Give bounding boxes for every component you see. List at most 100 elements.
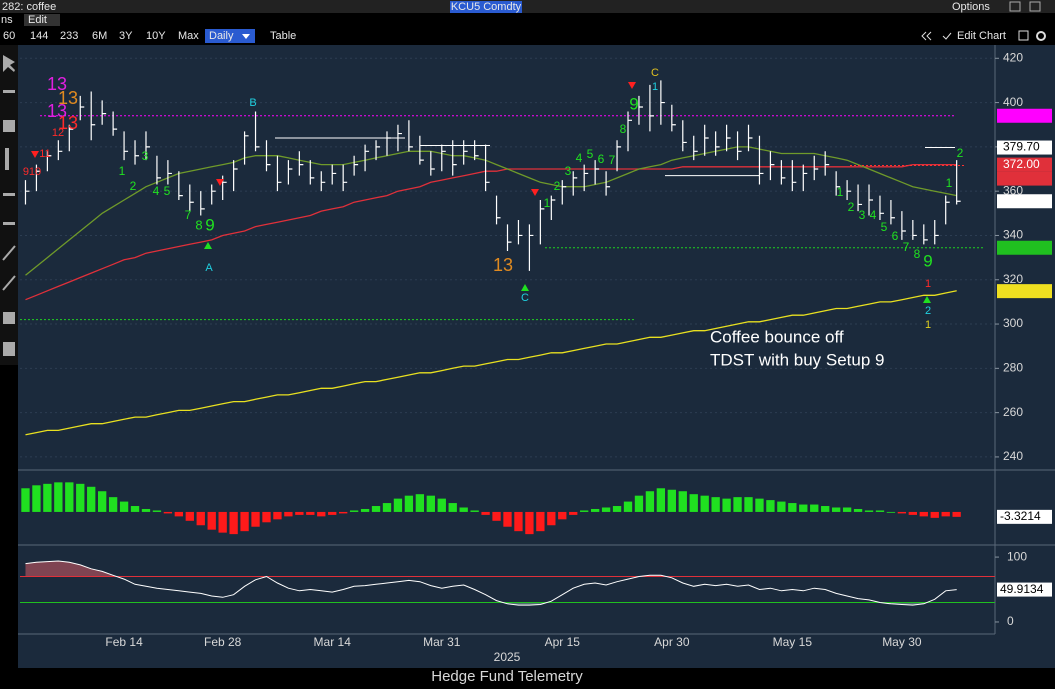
percent-tool[interactable] bbox=[3, 120, 15, 132]
range-button[interactable]: 3Y bbox=[119, 30, 133, 42]
table-button[interactable]: Table bbox=[270, 30, 296, 42]
momentum-bar bbox=[163, 511, 173, 514]
price-bar bbox=[123, 131, 129, 161]
shape-tool[interactable] bbox=[3, 312, 15, 324]
price-bar bbox=[145, 131, 150, 161]
price-bar bbox=[945, 195, 950, 225]
sell-arrow bbox=[628, 82, 636, 89]
window-title: 282: coffee bbox=[2, 1, 56, 13]
price-bar bbox=[68, 124, 74, 152]
price-bar bbox=[660, 80, 665, 125]
range-button[interactable]: 233 bbox=[60, 30, 78, 42]
momentum-bar bbox=[229, 511, 238, 535]
momentum-bar bbox=[941, 511, 950, 517]
ticker-box[interactable] bbox=[450, 1, 522, 13]
period-button[interactable] bbox=[205, 29, 255, 43]
momentum-bar bbox=[43, 483, 52, 512]
period[interactable]: Daily bbox=[209, 30, 234, 42]
restore-icon[interactable] bbox=[1009, 1, 1021, 12]
price-label-box bbox=[997, 284, 1052, 299]
buy-arrow bbox=[923, 296, 931, 303]
range-button[interactable]: 10Y bbox=[146, 30, 166, 42]
momentum-bar bbox=[108, 497, 118, 512]
price-label-box bbox=[997, 240, 1052, 255]
momentum-bar bbox=[514, 511, 523, 532]
y-tick-label: 260 bbox=[1003, 405, 1023, 419]
momentum-bar bbox=[371, 506, 381, 512]
td-count: 5 bbox=[587, 147, 594, 161]
price-bar bbox=[616, 140, 622, 172]
momentum-bar bbox=[65, 482, 74, 512]
momentum-bar bbox=[864, 510, 874, 512]
price-bar bbox=[780, 160, 786, 185]
momentum-bar bbox=[733, 497, 742, 512]
expand-icon[interactable] bbox=[1018, 30, 1029, 41]
momentum-bar bbox=[547, 511, 556, 526]
momentum-bar bbox=[328, 511, 337, 515]
td-count: 8 bbox=[620, 122, 627, 136]
price-bar bbox=[813, 155, 819, 181]
price-bar bbox=[704, 124, 709, 156]
price-bar bbox=[561, 180, 567, 205]
x-tick-label: Mar 14 bbox=[314, 635, 352, 649]
price-bar bbox=[956, 160, 961, 205]
momentum-bar bbox=[459, 507, 468, 512]
td-count: 1 bbox=[652, 81, 658, 93]
edit-menu[interactable]: Edit bbox=[28, 14, 47, 26]
fib-tool[interactable] bbox=[3, 342, 15, 356]
range-button[interactable]: Max bbox=[178, 30, 199, 42]
settings-icon[interactable] bbox=[1036, 31, 1046, 41]
momentum-bar bbox=[21, 488, 30, 512]
price-bar bbox=[189, 184, 194, 212]
maximize-icon[interactable] bbox=[1029, 1, 1041, 12]
momentum-bar bbox=[141, 508, 151, 512]
momentum-bar bbox=[119, 501, 129, 512]
y-tick-label: 280 bbox=[1003, 361, 1023, 375]
price-label: 372.00 bbox=[1003, 157, 1040, 171]
y-tick-label: 340 bbox=[1003, 228, 1023, 242]
momentum-bar bbox=[218, 511, 227, 533]
annotation: TDST with buy Setup 9 bbox=[710, 350, 885, 369]
td-count: 9 bbox=[629, 94, 638, 113]
edit-chart[interactable]: Edit Chart bbox=[957, 30, 1006, 42]
ray-tool[interactable] bbox=[2, 275, 16, 291]
price-bar bbox=[90, 91, 96, 141]
trend-tool[interactable] bbox=[2, 245, 16, 261]
options[interactable]: Options bbox=[952, 1, 990, 13]
range-button[interactable]: 144 bbox=[30, 30, 48, 42]
td-count: 5 bbox=[881, 220, 888, 234]
ticker[interactable]: KCU5 Comdty bbox=[451, 1, 522, 13]
price-bar bbox=[211, 184, 216, 205]
price-label-box bbox=[997, 140, 1052, 155]
td-count: 12 bbox=[52, 127, 64, 139]
price-bar bbox=[758, 135, 764, 185]
check-icon[interactable] bbox=[942, 32, 952, 40]
td-count: 1 bbox=[946, 176, 953, 190]
cursor-tool[interactable] bbox=[3, 55, 15, 72]
td-count: 1 bbox=[925, 278, 931, 290]
momentum-bar bbox=[240, 511, 249, 532]
td-count: B bbox=[249, 97, 256, 109]
text-tool[interactable] bbox=[5, 148, 9, 170]
range-button[interactable]: 6M bbox=[92, 30, 107, 42]
td-count: 6 bbox=[598, 152, 605, 166]
hline-tool[interactable] bbox=[3, 222, 15, 225]
buy-arrow bbox=[204, 242, 212, 249]
price-bar bbox=[934, 219, 939, 245]
draw-tool[interactable] bbox=[3, 90, 15, 93]
edit-menu-box[interactable] bbox=[24, 14, 60, 26]
range-button[interactable]: 60 bbox=[3, 30, 15, 42]
price-bar bbox=[605, 171, 611, 196]
price-label-box bbox=[997, 108, 1052, 123]
line-tool[interactable] bbox=[3, 193, 15, 196]
momentum-bar bbox=[831, 507, 841, 512]
momentum-bar bbox=[875, 510, 885, 512]
price-bar bbox=[802, 164, 808, 192]
price-bar bbox=[46, 151, 52, 172]
tab-label[interactable]: ns bbox=[1, 14, 13, 26]
momentum-bar bbox=[689, 494, 698, 512]
price-bar bbox=[857, 184, 863, 212]
price-bar bbox=[517, 219, 523, 245]
price-bar bbox=[320, 171, 326, 192]
collapse-icon[interactable] bbox=[921, 31, 932, 41]
